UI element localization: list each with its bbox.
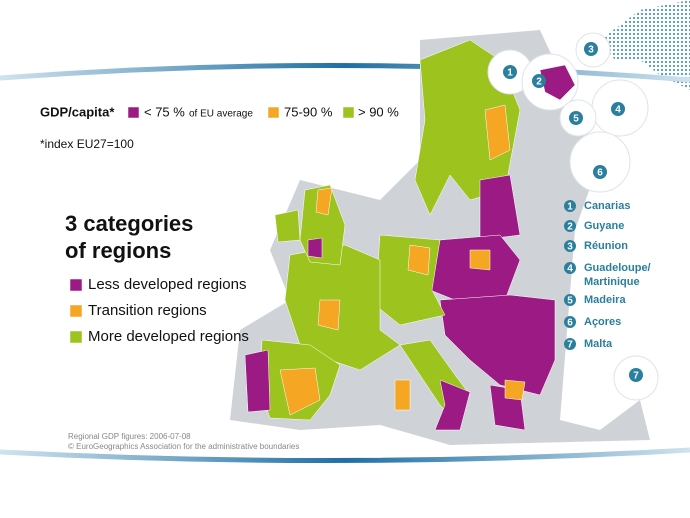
swoosh xyxy=(0,62,690,83)
legend-label: 75-90 % xyxy=(284,104,333,119)
inset-number: 4 xyxy=(615,105,621,116)
inset-number: 5 xyxy=(573,114,579,125)
number-badge xyxy=(564,338,576,350)
number-badge xyxy=(564,240,576,252)
number: 6 xyxy=(567,318,573,329)
inset-region xyxy=(539,64,576,101)
number-badge xyxy=(564,294,576,306)
legend-title: GDP/capita* xyxy=(40,104,115,119)
world-dots xyxy=(600,0,690,90)
source: Regional GDP figures: 2006-07-08 xyxy=(68,432,191,441)
region xyxy=(315,187,333,216)
heading: of regions xyxy=(65,238,171,263)
legend-note: of EU average xyxy=(189,109,253,120)
region xyxy=(244,349,271,413)
number: 5 xyxy=(567,296,573,307)
legend-swatch xyxy=(342,106,355,119)
region-name: Guyane xyxy=(584,220,624,232)
inset-number: 7 xyxy=(633,371,639,382)
category-label: Less developed regions xyxy=(88,276,246,293)
legend-label: > 90 % xyxy=(358,104,399,119)
region xyxy=(469,249,491,271)
region-name: Malta xyxy=(584,338,613,350)
category-swatch xyxy=(69,278,83,292)
category-swatch xyxy=(69,330,83,344)
region xyxy=(479,174,521,241)
number-badge xyxy=(564,262,576,274)
region xyxy=(394,379,411,411)
category-label: Transition regions xyxy=(88,302,207,319)
inset-badge xyxy=(569,111,583,125)
inset-badge xyxy=(584,42,598,56)
heading: 3 categories xyxy=(65,211,193,236)
region-name: Canarias xyxy=(584,200,630,212)
number-badge xyxy=(564,316,576,328)
legend-label: < 75 % xyxy=(144,104,185,119)
source: © EuroGeographics Association for the ad… xyxy=(68,442,299,451)
region xyxy=(274,209,301,243)
inset-badge xyxy=(629,368,643,382)
number-badge xyxy=(564,200,576,212)
legend-swatch xyxy=(267,106,280,119)
inset-badge xyxy=(532,74,546,88)
region xyxy=(439,294,556,396)
region xyxy=(307,237,323,259)
inset-number: 3 xyxy=(588,45,594,56)
inset-badge xyxy=(503,65,517,79)
inset-number: 1 xyxy=(507,68,513,79)
number: 2 xyxy=(567,222,573,233)
region xyxy=(434,379,471,431)
footnote: *index EU27=100 xyxy=(40,137,134,151)
inset-badge xyxy=(611,102,625,116)
number: 4 xyxy=(567,264,573,275)
region xyxy=(284,244,401,371)
inset-number: 2 xyxy=(536,77,542,88)
number: 1 xyxy=(567,202,573,213)
inset-number: 6 xyxy=(597,168,603,179)
region-name: Martinique xyxy=(584,276,640,288)
region xyxy=(407,244,431,276)
region xyxy=(484,104,511,161)
region-name: Guadeloupe/ xyxy=(584,262,651,274)
number-badge xyxy=(564,220,576,232)
category-label: More developed regions xyxy=(88,328,249,345)
swoosh xyxy=(0,447,690,464)
region xyxy=(279,367,321,416)
region-name: Madeira xyxy=(584,294,626,306)
region-name: Réunion xyxy=(584,240,628,252)
legend-swatch xyxy=(127,106,140,119)
number: 7 xyxy=(567,340,573,351)
region xyxy=(504,379,526,401)
region-name: Açores xyxy=(584,316,621,328)
region xyxy=(317,299,341,331)
map xyxy=(244,39,556,431)
category-swatch xyxy=(69,304,83,318)
number: 3 xyxy=(567,242,573,253)
inset-badge xyxy=(593,165,607,179)
